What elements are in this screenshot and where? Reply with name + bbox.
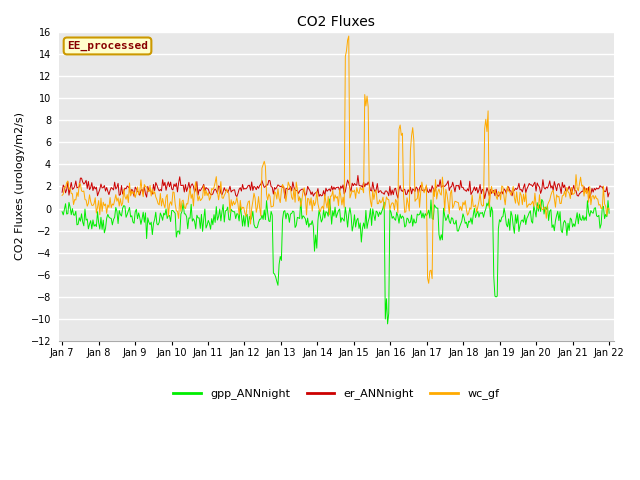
Text: EE_processed: EE_processed <box>67 41 148 51</box>
gpp_ANNnight <box>393 209 401 215</box>
er_ANNnight <box>605 190 613 196</box>
wc_gf <box>557 201 565 206</box>
gpp_ANNnight <box>605 210 613 216</box>
wc_gf <box>345 33 353 39</box>
er_ANNnight <box>392 185 399 191</box>
Title: CO2 Fluxes: CO2 Fluxes <box>297 15 375 29</box>
Line: er_ANNnight: er_ANNnight <box>62 176 609 199</box>
er_ANNnight <box>354 173 362 179</box>
er_ANNnight <box>461 187 469 193</box>
wc_gf <box>228 203 236 209</box>
er_ANNnight <box>365 182 373 188</box>
gpp_ANNnight <box>297 196 305 202</box>
wc_gf <box>365 187 373 193</box>
Legend: gpp_ANNnight, er_ANNnight, wc_gf: gpp_ANNnight, er_ANNnight, wc_gf <box>169 384 504 404</box>
gpp_ANNnight <box>228 208 236 214</box>
wc_gf <box>392 196 399 202</box>
Y-axis label: CO2 Fluxes (urology/m2/s): CO2 Fluxes (urology/m2/s) <box>15 112 25 260</box>
er_ANNnight <box>557 191 565 196</box>
wc_gf <box>425 280 433 286</box>
Line: wc_gf: wc_gf <box>62 36 609 283</box>
Line: gpp_ANNnight: gpp_ANNnight <box>62 199 609 324</box>
wc_gf <box>605 206 613 212</box>
gpp_ANNnight <box>384 321 392 327</box>
gpp_ANNnight <box>557 228 565 233</box>
wc_gf <box>289 197 297 203</box>
er_ANNnight <box>58 189 66 195</box>
gpp_ANNnight <box>365 215 373 220</box>
wc_gf <box>463 207 470 213</box>
wc_gf <box>58 192 66 198</box>
er_ANNnight <box>289 179 297 185</box>
gpp_ANNnight <box>58 209 66 215</box>
gpp_ANNnight <box>463 219 470 225</box>
er_ANNnight <box>228 188 236 193</box>
er_ANNnight <box>481 196 488 202</box>
gpp_ANNnight <box>289 208 297 214</box>
